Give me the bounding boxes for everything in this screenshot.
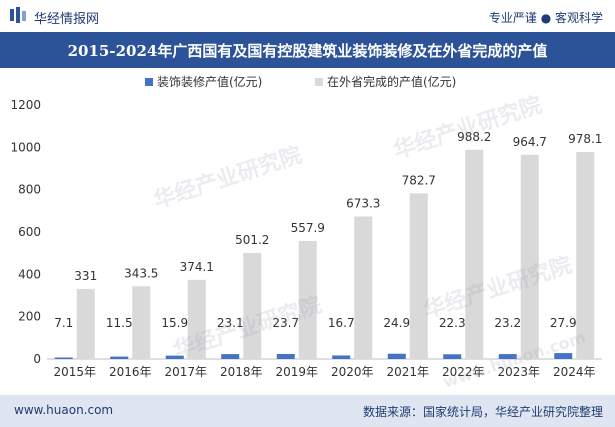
- data-label-out-of-province: 331: [74, 269, 97, 283]
- y-tick-label: 400: [18, 267, 41, 281]
- bar-out-of-province-output: [576, 151, 595, 359]
- data-label-out-of-province: 343.5: [124, 266, 158, 280]
- legend-swatch: [145, 78, 153, 86]
- data-label-decoration: 7.1: [54, 316, 73, 330]
- data-label-out-of-province: 988.2: [457, 130, 491, 144]
- y-tick-label: 200: [18, 310, 41, 324]
- bar-out-of-province-output: [132, 286, 151, 359]
- footer-bar: www.huaon.com 数据来源：国家统计局，华经产业研究院整理: [0, 395, 615, 427]
- brand: 华经情报网: [10, 7, 99, 27]
- data-label-out-of-province: 673.3: [346, 196, 380, 210]
- data-label-out-of-province: 978.1: [568, 132, 602, 146]
- data-label-decoration: 23.2: [494, 316, 521, 330]
- legend-label: 在外省完成的产值(亿元): [327, 74, 456, 89]
- brand-name: 华经情报网: [34, 11, 100, 27]
- x-tick-label: 2023年: [497, 365, 540, 379]
- bar-decoration-output: [110, 356, 129, 359]
- bar-decoration-output: [498, 354, 517, 359]
- y-tick-label: 800: [18, 183, 41, 197]
- data-label-out-of-province: 964.7: [513, 135, 547, 149]
- legend-swatch: [315, 78, 323, 86]
- bar-decoration-output: [221, 354, 240, 359]
- data-source: 数据来源：国家统计局，华经产业研究院整理: [362, 405, 603, 419]
- x-tick-label: 2015年: [53, 365, 96, 379]
- bar-decoration-output: [443, 354, 462, 359]
- bar-chart: 装饰装修产值(亿元) 在外省完成的产值(亿元) 0 200 400 600 800 1000 1…: [10, 74, 602, 379]
- bar-out-of-province-output: [76, 288, 95, 359]
- bar-decoration-output: [554, 353, 573, 359]
- data-label-decoration: 15.9: [161, 316, 188, 330]
- x-tick-label: 2020年: [331, 365, 374, 379]
- bar-out-of-province-output: [409, 193, 428, 359]
- bar-out-of-province-output: [187, 279, 206, 359]
- data-label-decoration: 27.9: [550, 316, 577, 330]
- bar-decoration-output: [387, 353, 406, 359]
- bar-decoration-output: [165, 355, 184, 359]
- data-label-out-of-province: 782.7: [402, 173, 436, 187]
- data-label-decoration: 23.1: [217, 316, 244, 330]
- data-label-decoration: 11.5: [106, 316, 133, 330]
- x-tick-label: 2021年: [386, 365, 429, 379]
- y-tick-label: 600: [18, 225, 41, 239]
- data-label-decoration: 24.9: [383, 316, 410, 330]
- data-label-out-of-province: 374.1: [180, 260, 214, 274]
- bar-decoration-output: [54, 357, 73, 359]
- header-bar: 华经情报网 专业严谨 ● 客观科学: [0, 0, 615, 32]
- x-tick-label: 2024年: [553, 365, 596, 379]
- tagline: 专业严谨 ● 客观科学: [488, 11, 603, 25]
- x-tick-label: 2017年: [164, 365, 207, 379]
- data-label-out-of-province: 557.9: [291, 221, 325, 235]
- huajing-logo-icon: [10, 7, 28, 27]
- legend-label: 装饰装修产值(亿元): [157, 74, 262, 89]
- y-tick-label: 1000: [10, 140, 41, 154]
- bar-decoration-output: [332, 355, 351, 359]
- data-label-decoration: 22.3: [439, 316, 466, 330]
- bar-out-of-province-output: [298, 240, 317, 359]
- data-label-out-of-province: 501.2: [235, 233, 269, 247]
- data-label-decoration: 16.7: [328, 316, 355, 330]
- website-link[interactable]: www.huaon.com: [14, 403, 114, 417]
- x-tick-label: 2016年: [109, 365, 152, 379]
- x-tick-label: 2022年: [442, 365, 485, 379]
- bar-out-of-province-output: [465, 149, 484, 359]
- chart-title: 2015-2024年广西国有及国有控股建筑业装饰装修及在外省完成的产值: [67, 42, 548, 60]
- bar-out-of-province-output: [354, 216, 373, 359]
- y-tick-label: 0: [33, 352, 41, 366]
- bar-out-of-province-output: [520, 154, 539, 359]
- x-tick-label: 2018年: [220, 365, 263, 379]
- title-bar: 2015-2024年广西国有及国有控股建筑业装饰装修及在外省完成的产值: [0, 32, 615, 68]
- bar-out-of-province-output: [243, 252, 262, 359]
- y-tick-label: 1200: [10, 98, 41, 112]
- x-tick-label: 2019年: [275, 365, 318, 379]
- bar-decoration-output: [276, 353, 295, 359]
- data-label-decoration: 23.7: [272, 316, 299, 330]
